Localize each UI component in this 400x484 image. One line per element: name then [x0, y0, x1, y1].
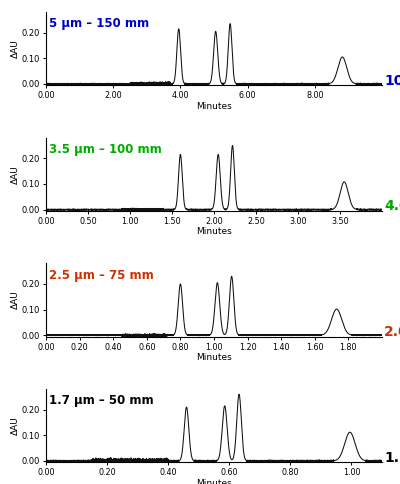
Text: 2.0: 2.0: [384, 325, 400, 339]
X-axis label: Minutes: Minutes: [196, 102, 232, 111]
Y-axis label: ΔAU: ΔAU: [11, 290, 20, 309]
Text: 10.0: 10.0: [384, 74, 400, 88]
Text: 1.1: 1.1: [384, 451, 400, 465]
Text: 2.5 μm – 75 mm: 2.5 μm – 75 mm: [49, 269, 154, 282]
X-axis label: Minutes: Minutes: [196, 479, 232, 484]
Text: 3.5 μm – 100 mm: 3.5 μm – 100 mm: [49, 143, 162, 156]
Y-axis label: ΔAU: ΔAU: [11, 416, 20, 435]
Y-axis label: ΔAU: ΔAU: [11, 39, 20, 58]
X-axis label: Minutes: Minutes: [196, 227, 232, 237]
Text: 5 μm – 150 mm: 5 μm – 150 mm: [49, 17, 150, 30]
Y-axis label: ΔAU: ΔAU: [11, 165, 20, 184]
Text: 1.7 μm – 50 mm: 1.7 μm – 50 mm: [49, 394, 154, 407]
Text: 4.0: 4.0: [384, 199, 400, 213]
X-axis label: Minutes: Minutes: [196, 353, 232, 362]
